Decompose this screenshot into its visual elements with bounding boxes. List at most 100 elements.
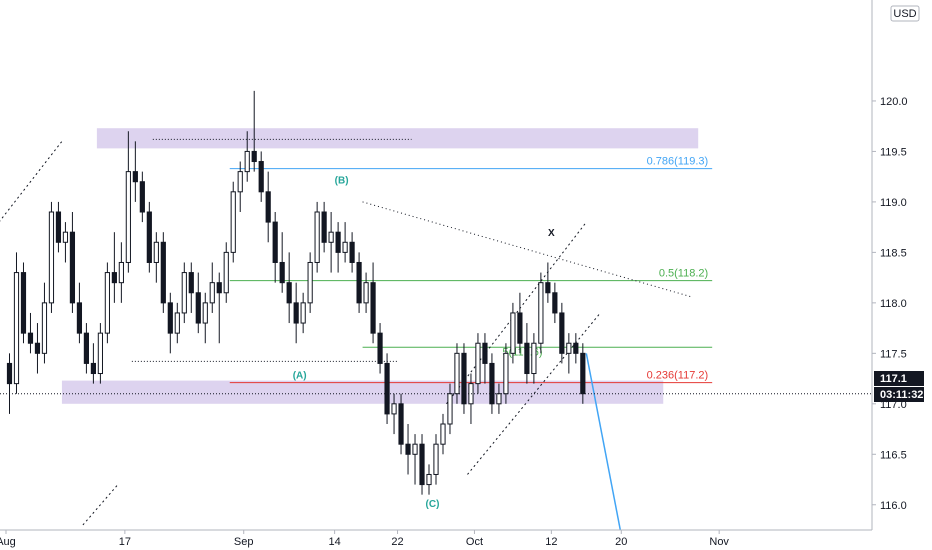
channel-upper-line — [446, 221, 587, 405]
y-tick-label: 117.5 — [880, 348, 907, 360]
candle-body — [321, 211, 327, 243]
x-tick-label: 14 — [328, 536, 340, 548]
y-tick-label: 118.0 — [880, 298, 907, 310]
zone-1 — [61, 380, 664, 404]
candle-body — [419, 443, 425, 486]
candle-body — [160, 241, 166, 304]
candle-body — [363, 282, 369, 304]
projection-line — [585, 353, 623, 536]
candle-body — [468, 383, 474, 405]
candle-body — [125, 171, 131, 263]
candle-body — [83, 332, 90, 364]
candle-body — [531, 342, 537, 375]
candle-body — [202, 302, 208, 324]
candle-body — [335, 231, 341, 253]
candle-body — [195, 292, 201, 324]
candle-body — [370, 282, 376, 334]
candle-body — [48, 211, 55, 304]
candle-body — [545, 282, 551, 294]
candle-body — [461, 352, 467, 405]
candle-body — [349, 241, 355, 263]
fib-label-1: 0.5(118.2) — [659, 268, 708, 280]
price-scale[interactable]: 120.0119.5119.0118.5118.0117.5117.0116.5… — [871, 0, 932, 550]
wave-label-1: (A) — [293, 371, 307, 382]
left-channel-upper — [0, 141, 63, 222]
projection-arrow — [585, 353, 623, 536]
current-price-label: 117.1 — [880, 373, 907, 385]
candle-body — [279, 261, 285, 284]
candle-body — [13, 272, 20, 385]
fib-label-2: 0.236(117.2) — [647, 370, 709, 382]
candle-body — [447, 393, 453, 425]
candle-body — [118, 261, 124, 284]
candle-body — [307, 261, 313, 304]
candle-body — [27, 332, 34, 344]
candle-body — [314, 211, 320, 263]
candle-body — [552, 292, 558, 314]
candle-body — [55, 211, 62, 243]
reference-lines — [131, 138, 412, 362]
candle-body — [62, 231, 69, 243]
wave-label-0: (B) — [335, 176, 349, 187]
candle-body — [111, 272, 117, 284]
fib-label-0: 0.786(119.3) — [647, 156, 709, 168]
candle-body — [104, 272, 110, 334]
x-tick-label: Nov — [709, 536, 729, 548]
candle-body — [384, 362, 390, 415]
candle-body — [286, 282, 292, 304]
candle-body — [34, 342, 41, 354]
y-tick-label: 119.0 — [880, 197, 907, 209]
candle-body — [251, 150, 257, 163]
candle-body — [146, 211, 152, 263]
candle-body — [503, 352, 509, 395]
y-tick-label: 116.0 — [880, 500, 907, 512]
candle-body — [440, 423, 446, 445]
candle-body — [454, 352, 460, 395]
trend-lines — [0, 141, 692, 526]
y-tick-label: 116.5 — [880, 449, 907, 461]
candle-body — [377, 332, 383, 364]
wave-labels: (B) (A) (C) X — [293, 176, 555, 510]
candle-body — [293, 302, 299, 324]
x-tick-label: 17 — [119, 536, 131, 548]
candle-body — [188, 272, 194, 294]
candle-body — [209, 282, 215, 304]
candle-body — [573, 342, 579, 354]
candle-body — [258, 161, 264, 193]
candle-body — [139, 181, 145, 213]
candle-body — [517, 312, 523, 344]
candle-body — [76, 302, 83, 334]
candle-body — [391, 403, 397, 415]
x-tick-label: 12 — [545, 536, 557, 548]
candle-body — [524, 342, 530, 375]
candle-body — [174, 312, 180, 334]
candle-body — [482, 342, 488, 364]
candle-body — [412, 443, 418, 455]
candle-body — [272, 221, 278, 263]
candle-body — [300, 302, 306, 324]
candle-body — [398, 403, 404, 445]
time-scale[interactable]: Aug 17 Sep 14 22 Oct 12 20 Nov — [0, 529, 872, 550]
currency-badge[interactable]: USD — [890, 5, 920, 22]
candlestick-series — [6, 90, 586, 495]
candle-body — [475, 342, 481, 385]
candle-body — [510, 312, 516, 354]
candle-body — [328, 231, 334, 243]
candle-body — [426, 473, 432, 486]
candle-body — [538, 282, 544, 344]
candle-body — [132, 171, 138, 183]
candle-body — [41, 302, 48, 354]
candle-body — [559, 312, 565, 354]
bar-countdown-label: 03:11:32 — [880, 389, 923, 401]
candle-body — [433, 443, 439, 475]
candle-body — [223, 251, 229, 294]
candle-body — [6, 362, 13, 385]
candle-body — [230, 191, 236, 253]
current-price-badge: 117.1 03:11:32 — [874, 371, 924, 402]
candle-body — [181, 272, 187, 314]
left-channel-lower — [82, 484, 119, 526]
candle-body — [489, 362, 495, 405]
x-tick-label: Aug — [0, 536, 16, 548]
